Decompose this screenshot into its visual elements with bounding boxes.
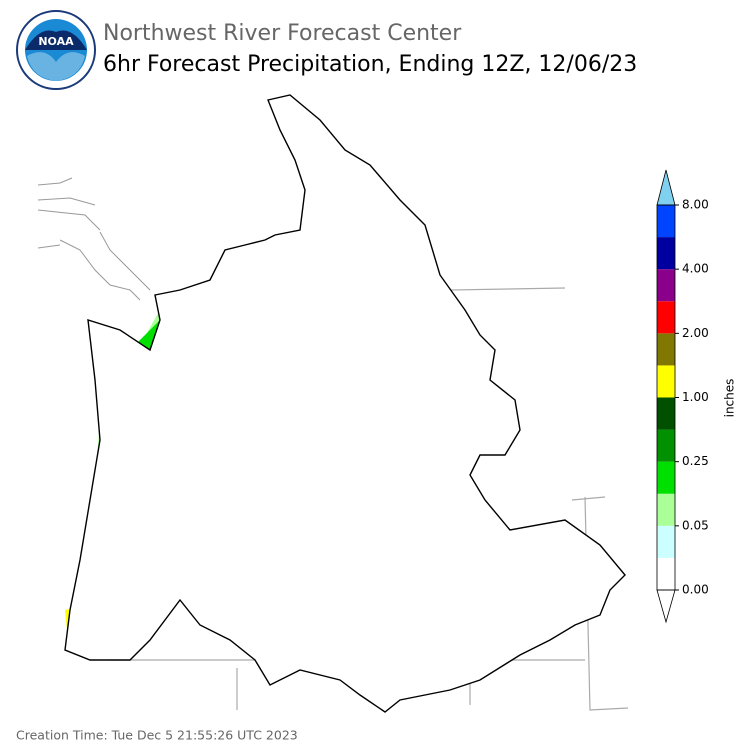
coastline (37, 177, 151, 301)
colorbar-segment (657, 205, 675, 238)
colorbar-segment (657, 397, 675, 430)
logo-text: NOAA (38, 35, 74, 48)
colorbar-segment (657, 269, 675, 302)
colorbar-tick-label: 0.00 (682, 583, 709, 597)
colorbar-tick-label: 2.00 (682, 326, 709, 340)
noaa-logo: NOAA (16, 10, 96, 90)
colorbar-under (656, 589, 676, 624)
colorbar-segment (657, 557, 675, 590)
colorbar-segment (657, 525, 675, 558)
map (37, 94, 629, 713)
colorbar-segment (657, 365, 675, 398)
basin-outline (64, 94, 626, 713)
colorbar-segment (657, 461, 675, 494)
colorbar-label: inches (723, 379, 737, 418)
colorbar: 0.00 0.05 0.25 1.00 2.00 4.00 8.00 (656, 169, 709, 624)
colorbar-segment (657, 493, 675, 526)
colorbar-tick-label: 1.00 (682, 390, 709, 404)
colorbar-tick-label: 0.25 (682, 454, 709, 468)
map-title: 6hr Forecast Precipitation, Ending 12Z, … (103, 52, 637, 77)
colorbar-segment (657, 333, 675, 366)
creation-time: Creation Time: Tue Dec 5 21:55:26 UTC 20… (16, 728, 298, 743)
colorbar-segment (657, 237, 675, 270)
colorbar-over (656, 169, 676, 206)
colorbar-segment (657, 301, 675, 334)
colorbar-segment (657, 429, 675, 462)
colorbar-tick-label: 8.00 (682, 198, 709, 212)
org-title: Northwest River Forecast Center (103, 21, 462, 46)
colorbar-tick-label: 4.00 (682, 262, 709, 276)
colorbar-tick-label: 0.05 (682, 518, 709, 532)
